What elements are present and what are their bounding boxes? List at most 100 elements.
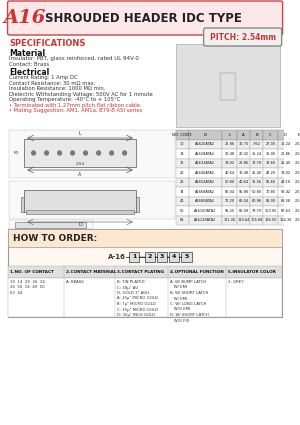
Bar <box>278 139 293 149</box>
Text: 10  14  20  26  34: 10 14 20 26 34 <box>10 280 45 284</box>
Bar <box>250 178 263 187</box>
Text: 64: 64 <box>180 218 184 222</box>
Text: 35.00: 35.00 <box>266 152 276 156</box>
Text: 16: 16 <box>180 161 184 165</box>
Text: 79.79: 79.79 <box>251 209 262 213</box>
Bar <box>169 252 179 262</box>
Bar <box>189 196 222 206</box>
Bar <box>250 196 263 206</box>
Text: • Mating Suggestion: AM1, AM1a, B79-B ASI series: • Mating Suggestion: AM1, AM1a, B79-B AS… <box>9 108 143 113</box>
Text: Contact: Brass: Contact: Brass <box>9 62 50 67</box>
Bar <box>237 215 250 225</box>
Text: L: L <box>79 131 81 136</box>
Bar <box>278 187 293 196</box>
Text: 55.88: 55.88 <box>238 190 249 194</box>
Bar <box>293 187 300 196</box>
Bar <box>222 139 237 149</box>
Circle shape <box>45 151 48 155</box>
Text: C: 30μ" AU: C: 30μ" AU <box>117 286 138 289</box>
Bar <box>222 178 237 187</box>
Text: A: BRASS: A: BRASS <box>66 280 84 284</box>
Bar <box>263 215 278 225</box>
Text: 30.48: 30.48 <box>225 152 235 156</box>
Bar <box>293 168 300 178</box>
Text: 43.18: 43.18 <box>280 180 290 184</box>
Bar <box>145 252 155 262</box>
Text: 20.32: 20.32 <box>238 152 249 156</box>
Text: 22.86: 22.86 <box>238 161 249 165</box>
Text: 26: 26 <box>180 180 184 184</box>
Bar <box>189 159 222 168</box>
Text: Material: Material <box>9 49 46 58</box>
Text: 50: 50 <box>180 209 184 213</box>
Text: Operating Temperature: -40°C to + 105°C: Operating Temperature: -40°C to + 105°C <box>9 97 121 102</box>
Bar <box>250 149 263 159</box>
Text: D: GOLD 3" AGH: D: GOLD 3" AGH <box>117 291 149 295</box>
Text: 60.96: 60.96 <box>251 199 262 203</box>
Text: A16: A16 <box>3 9 46 27</box>
Text: A: W/ BUMP LATCH: A: W/ BUMP LATCH <box>170 280 206 284</box>
Bar <box>9 181 175 219</box>
Text: SHROUDED HEADER IDC TYPE: SHROUDED HEADER IDC TYPE <box>45 11 242 25</box>
Bar <box>181 252 191 262</box>
Bar <box>24 190 136 212</box>
Text: A1652ATA2: A1652ATA2 <box>196 180 215 184</box>
Bar <box>189 130 222 139</box>
Text: A16100ATA2: A16100ATA2 <box>194 209 217 213</box>
Bar <box>176 215 189 225</box>
Text: 33.02: 33.02 <box>280 171 290 175</box>
Bar <box>250 159 263 168</box>
Text: 106.68: 106.68 <box>250 218 263 222</box>
Bar <box>129 252 140 262</box>
Bar <box>250 168 263 178</box>
Text: D: D <box>78 222 82 227</box>
Text: 63  44: 63 44 <box>10 291 23 295</box>
Text: 2.54: 2.54 <box>294 161 300 165</box>
Bar <box>222 130 237 139</box>
Text: 50.80: 50.80 <box>225 180 235 184</box>
Bar <box>176 196 189 206</box>
Text: 110.64: 110.64 <box>237 218 250 222</box>
Bar <box>176 44 280 127</box>
Bar <box>189 178 222 187</box>
Bar <box>9 130 175 178</box>
Bar <box>222 159 237 168</box>
Bar <box>176 178 189 187</box>
Bar <box>222 196 237 206</box>
Text: A1668ATA2: A1668ATA2 <box>196 190 215 194</box>
Text: 30.48: 30.48 <box>238 171 249 175</box>
Text: D: 30μ" INCH GOLD: D: 30μ" INCH GOLD <box>117 313 155 317</box>
Bar <box>8 229 282 317</box>
Bar <box>293 149 300 159</box>
Bar <box>237 168 250 178</box>
Bar <box>250 215 263 225</box>
Text: B: TIN PLATED: B: TIN PLATED <box>117 280 145 284</box>
Circle shape <box>123 151 127 155</box>
Bar <box>15 222 86 228</box>
Bar <box>189 206 222 215</box>
Text: 2.54: 2.54 <box>294 180 300 184</box>
Bar <box>237 178 250 187</box>
Text: HOW TO ORDER:: HOW TO ORDER: <box>13 233 98 243</box>
Text: 2.54: 2.54 <box>294 171 300 175</box>
Bar <box>222 215 237 225</box>
Bar <box>189 149 222 159</box>
Bar <box>176 159 189 168</box>
Text: 12.70: 12.70 <box>238 142 249 146</box>
Bar <box>222 168 237 178</box>
Text: 4.OPTIONAL FUNCTION: 4.OPTIONAL FUNCTION <box>170 270 224 274</box>
Bar <box>237 206 250 215</box>
Text: A-16: A-16 <box>108 254 126 260</box>
Bar <box>222 187 237 196</box>
Text: W/O FIX: W/O FIX <box>170 318 189 323</box>
Text: 17.78: 17.78 <box>251 161 262 165</box>
Bar <box>176 168 189 178</box>
Text: 70.80: 70.80 <box>266 190 276 194</box>
Text: B: W/ SHORT LATCH: B: W/ SHORT LATCH <box>170 291 208 295</box>
Text: 3: 3 <box>160 255 164 260</box>
Bar <box>9 220 93 229</box>
Bar <box>263 159 278 168</box>
Text: 114.30: 114.30 <box>279 218 292 222</box>
Text: 95.25: 95.25 <box>225 209 235 213</box>
Text: 55.60: 55.60 <box>266 180 276 184</box>
